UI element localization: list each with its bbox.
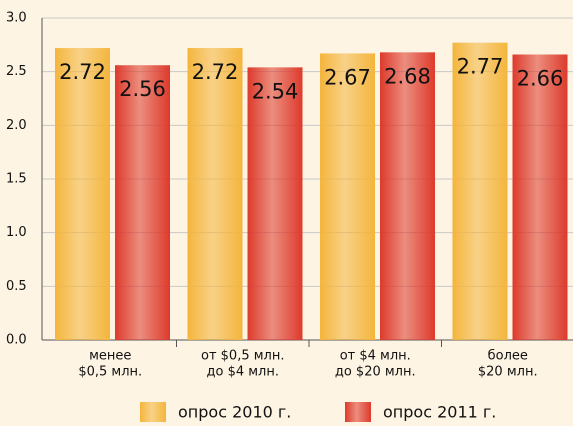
y-tick-label: 2.0 — [6, 118, 27, 133]
y-tick-label: 1.0 — [6, 225, 27, 240]
value-label: 2.72 — [59, 60, 106, 84]
value-label: 2.56 — [119, 77, 166, 101]
y-tick-label: 0.0 — [6, 333, 27, 348]
x-tick-label: более — [488, 349, 528, 364]
legend-label: опрос 2010 г. — [178, 403, 291, 422]
value-label: 2.66 — [517, 66, 564, 90]
bar — [187, 48, 243, 340]
x-tick-label: $20 млн. — [478, 365, 538, 380]
value-label: 2.77 — [457, 55, 504, 79]
bar — [512, 54, 568, 340]
y-tick-label: 2.5 — [6, 64, 27, 79]
x-tick-label: от $4 млн. — [340, 349, 411, 364]
y-tick-label: 1.5 — [6, 172, 27, 187]
y-tick-label: 3.0 — [6, 11, 27, 26]
x-tick-label: до $4 млн. — [207, 365, 280, 380]
x-tick-label: $0,5 млн. — [78, 365, 142, 380]
x-tick-label: менее — [89, 349, 131, 364]
value-label: 2.54 — [252, 79, 299, 103]
bar — [247, 67, 303, 340]
bar — [115, 65, 170, 340]
legend-label: опрос 2011 г. — [383, 403, 496, 422]
x-tick-label: до $20 млн. — [335, 365, 416, 380]
legend-swatch — [140, 402, 166, 422]
value-label: 2.67 — [324, 65, 371, 89]
legend-swatch — [345, 402, 371, 422]
bar — [55, 48, 110, 340]
value-label: 2.68 — [384, 64, 431, 88]
y-tick-label: 0.5 — [6, 279, 27, 294]
bar — [452, 42, 508, 340]
value-label: 2.72 — [192, 60, 239, 84]
bar — [320, 53, 375, 341]
x-tick-label: от $0,5 млн. — [201, 349, 284, 364]
bar — [380, 52, 435, 340]
